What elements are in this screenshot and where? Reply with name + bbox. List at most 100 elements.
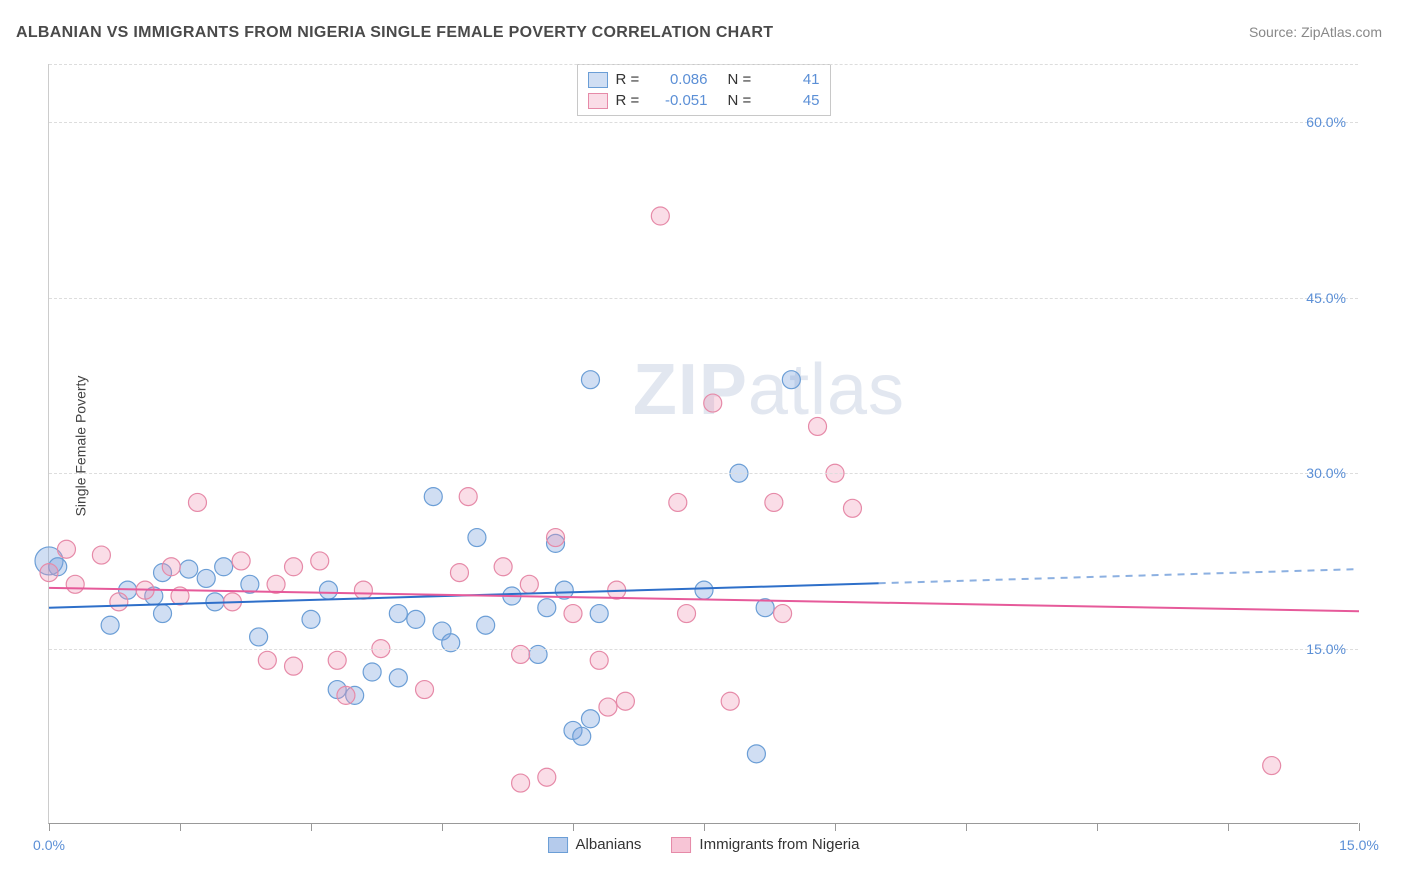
data-point — [520, 575, 538, 593]
data-point — [547, 529, 565, 547]
x-tick — [704, 823, 705, 831]
data-point — [258, 651, 276, 669]
grid-line — [49, 298, 1358, 299]
y-tick-label: 60.0% — [1306, 114, 1346, 130]
data-point — [450, 564, 468, 582]
grid-line — [49, 122, 1358, 123]
legend-swatch — [588, 93, 608, 109]
data-point — [354, 581, 372, 599]
data-point — [695, 581, 713, 599]
source-attribution: Source: ZipAtlas.com — [1249, 24, 1382, 40]
data-point — [416, 681, 434, 699]
data-point — [92, 546, 110, 564]
data-point — [573, 727, 591, 745]
data-point — [599, 698, 617, 716]
chart-title: ALBANIAN VS IMMIGRANTS FROM NIGERIA SING… — [16, 24, 773, 42]
data-point — [651, 207, 669, 225]
legend-bottom-item: Immigrants from Nigeria — [671, 836, 859, 853]
data-point — [319, 581, 337, 599]
data-point — [494, 558, 512, 576]
data-point — [538, 768, 556, 786]
data-point — [581, 710, 599, 728]
data-point — [590, 651, 608, 669]
data-point — [809, 417, 827, 435]
grid-line — [49, 473, 1358, 474]
x-tick — [311, 823, 312, 831]
legend-r-value: -0.051 — [656, 92, 708, 109]
legend-r-label: R = — [616, 92, 648, 109]
data-point — [747, 745, 765, 763]
data-point — [267, 575, 285, 593]
data-point — [389, 669, 407, 687]
data-point — [389, 605, 407, 623]
legend-n-value: 41 — [768, 71, 820, 88]
legend-r-value: 0.086 — [656, 71, 708, 88]
x-tick — [180, 823, 181, 831]
data-point — [154, 605, 172, 623]
data-point — [180, 560, 198, 578]
data-point — [678, 605, 696, 623]
data-point — [782, 371, 800, 389]
x-tick-label: 0.0% — [33, 837, 65, 853]
legend-n-label: N = — [728, 71, 760, 88]
plot-area: ZIPatlas R =0.086N =41R =-0.051N =45 Alb… — [48, 64, 1358, 824]
data-point — [616, 692, 634, 710]
legend-bottom-item: Albanians — [548, 836, 642, 853]
data-point — [407, 610, 425, 628]
series-legend: Albanians Immigrants from Nigeria — [548, 836, 860, 853]
data-point — [459, 488, 477, 506]
x-tick-label: 15.0% — [1339, 837, 1379, 853]
legend-n-label: N = — [728, 92, 760, 109]
chart-svg — [49, 64, 1358, 823]
data-point — [590, 605, 608, 623]
y-tick-label: 45.0% — [1306, 290, 1346, 306]
data-point — [311, 552, 329, 570]
data-point — [302, 610, 320, 628]
legend-r-label: R = — [616, 71, 648, 88]
data-point — [188, 493, 206, 511]
legend-n-value: 45 — [768, 92, 820, 109]
data-point — [538, 599, 556, 617]
data-point — [669, 493, 687, 511]
data-point — [162, 558, 180, 576]
legend-top-row: R = 0.086 N = 41 — [588, 69, 820, 90]
data-point — [337, 686, 355, 704]
x-tick — [573, 823, 574, 831]
x-tick — [1359, 823, 1360, 831]
x-tick — [966, 823, 967, 831]
grid-line — [49, 64, 1358, 65]
data-point — [40, 564, 58, 582]
data-point — [285, 558, 303, 576]
x-tick — [49, 823, 50, 831]
x-tick — [835, 823, 836, 831]
data-point — [110, 593, 128, 611]
legend-label: Immigrants from Nigeria — [699, 836, 859, 853]
x-tick — [442, 823, 443, 831]
legend-label: Albanians — [576, 836, 642, 853]
data-point — [101, 616, 119, 634]
data-point — [765, 493, 783, 511]
grid-line — [49, 649, 1358, 650]
data-point — [477, 616, 495, 634]
data-point — [721, 692, 739, 710]
data-point — [197, 569, 215, 587]
data-point — [285, 657, 303, 675]
data-point — [250, 628, 268, 646]
y-tick-label: 30.0% — [1306, 465, 1346, 481]
data-point — [1263, 757, 1281, 775]
data-point — [843, 499, 861, 517]
data-point — [704, 394, 722, 412]
chart-container: ALBANIAN VS IMMIGRANTS FROM NIGERIA SING… — [0, 0, 1406, 892]
legend-swatch — [671, 837, 691, 853]
legend-swatch — [548, 837, 568, 853]
data-point — [581, 371, 599, 389]
legend-swatch — [588, 72, 608, 88]
data-point — [66, 575, 84, 593]
x-tick — [1228, 823, 1229, 831]
data-point — [57, 540, 75, 558]
data-point — [215, 558, 233, 576]
data-point — [774, 605, 792, 623]
data-point — [363, 663, 381, 681]
data-point — [564, 605, 582, 623]
y-tick-label: 15.0% — [1306, 641, 1346, 657]
